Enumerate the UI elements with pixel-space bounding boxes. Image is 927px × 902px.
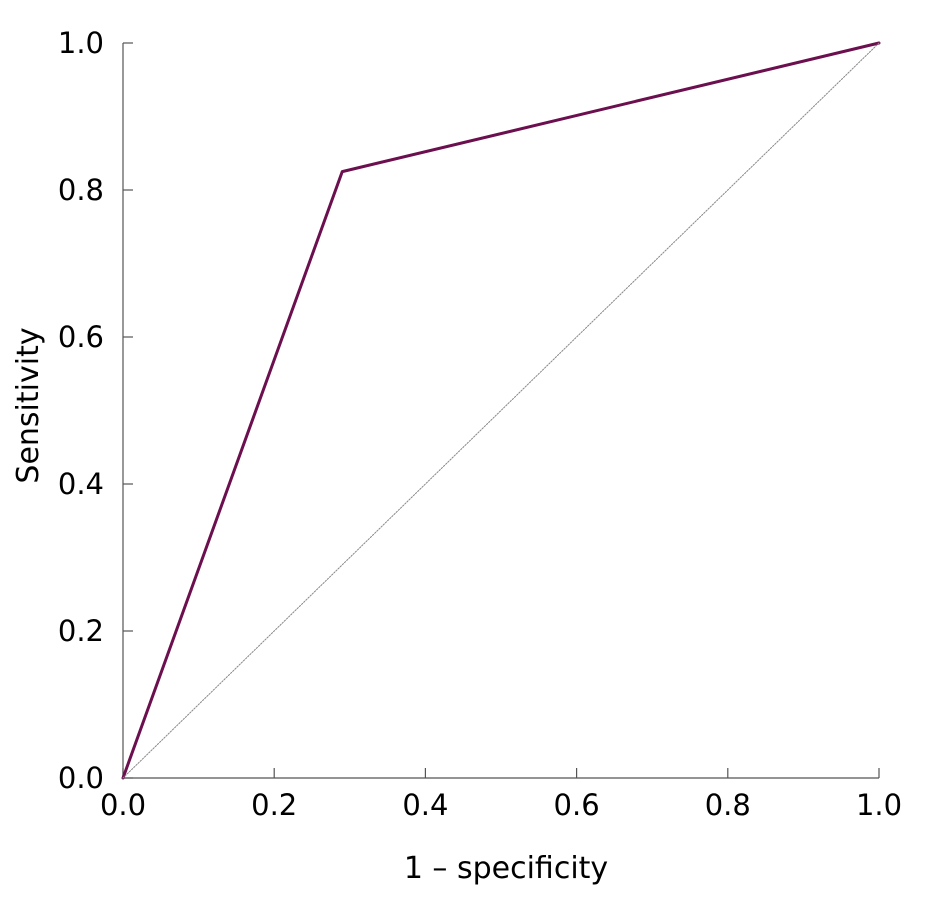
x-tick-label: 0.8	[705, 788, 751, 822]
x-tick-label: 1.0	[856, 788, 902, 822]
y-tick-label: 0.6	[58, 320, 104, 354]
y-tick-label: 0.8	[58, 173, 104, 207]
x-tick-label: 0.4	[402, 788, 448, 822]
y-tick-label: 0.2	[58, 614, 104, 648]
x-axis-label: 1 – specificity	[404, 851, 608, 886]
reference-diagonal-line	[122, 42, 880, 779]
x-tick-label: 0.6	[554, 788, 600, 822]
y-tick-label: 1.0	[58, 26, 104, 60]
x-tick-label: 0.2	[251, 788, 297, 822]
axes: 0.0 0.2 0.4 0.6 0.8 1.0 0.0 0.2 0.4 0.6 0.8 1.0	[58, 26, 902, 822]
y-tick-label: 0.4	[58, 467, 104, 501]
x-tick-label: 0.0	[100, 788, 146, 822]
series-layer	[121, 41, 881, 780]
y-tick-label: 0.0	[58, 761, 104, 795]
roc-curve-line	[121, 41, 881, 780]
y-axis-label: Sensitivity	[11, 327, 46, 483]
